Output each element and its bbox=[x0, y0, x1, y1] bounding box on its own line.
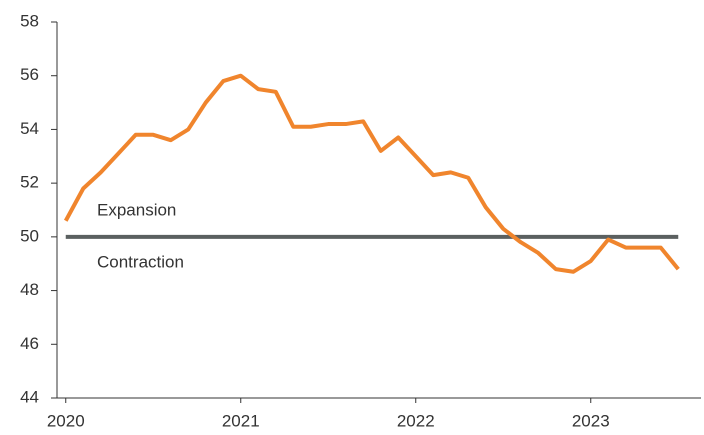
y-tick-label: 56 bbox=[20, 65, 39, 84]
y-tick-label: 46 bbox=[20, 334, 39, 353]
x-tick-label: 2022 bbox=[397, 411, 435, 430]
x-tick-label: 2021 bbox=[222, 411, 260, 430]
x-tick-label: 2023 bbox=[572, 411, 610, 430]
y-tick-label: 48 bbox=[20, 280, 39, 299]
annotation: Contraction bbox=[97, 252, 184, 271]
y-tick-label: 58 bbox=[20, 11, 39, 30]
x-tick-label: 2020 bbox=[47, 411, 85, 430]
data-line bbox=[63, 73, 680, 274]
annotation: Expansion bbox=[97, 200, 176, 219]
y-tick-label: 50 bbox=[20, 226, 39, 245]
y-tick-label: 52 bbox=[20, 173, 39, 192]
y-tick-label: 54 bbox=[20, 119, 39, 138]
y-tick-label: 44 bbox=[20, 387, 39, 406]
